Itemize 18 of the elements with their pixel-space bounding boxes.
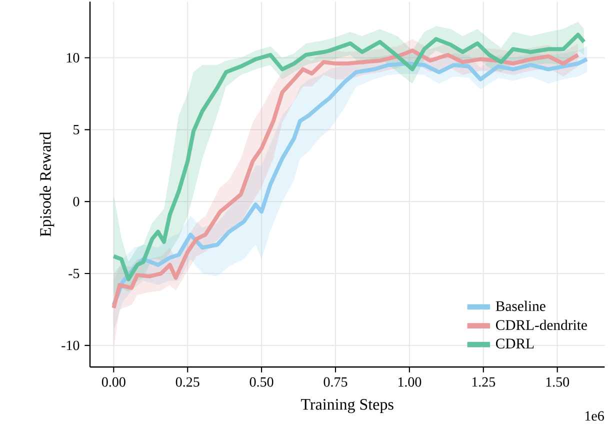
y-tick-label: 5 xyxy=(74,125,80,134)
x-tick-label: 0.75 xyxy=(324,377,348,387)
x-tick-label: 0.50 xyxy=(250,377,274,387)
y-tick-label: 0 xyxy=(73,196,80,206)
legend-label: CDRL xyxy=(496,338,534,348)
y-tick-label: -5 xyxy=(68,268,80,278)
legend-label: CDRL-dendrite xyxy=(496,320,587,330)
y-axis-title: Episode Reward xyxy=(40,132,54,237)
x-tick-label: 1.25 xyxy=(472,377,496,387)
text: 1e6 xyxy=(585,411,604,421)
y-tick-label: -10 xyxy=(62,340,80,350)
x-axis-title: Training Steps xyxy=(301,399,394,414)
x-tick-label: 1.00 xyxy=(398,377,422,387)
x-tick-label: 0.25 xyxy=(176,377,200,387)
y-tick-label: 10 xyxy=(66,53,80,62)
x-tick-label: 0.00 xyxy=(102,377,126,387)
legend-label: Baseline xyxy=(496,300,546,312)
x-tick-label: 1.50 xyxy=(546,377,570,387)
